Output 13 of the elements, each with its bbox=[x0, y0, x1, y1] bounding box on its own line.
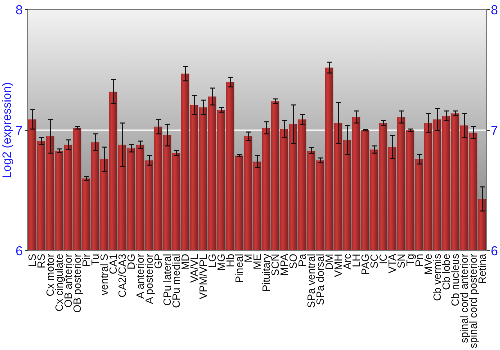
y-axis-title: Log2 (expression) bbox=[0, 82, 14, 179]
y-tick-label: 8 bbox=[16, 2, 23, 18]
x-tick-label: RS bbox=[36, 254, 48, 269]
y2-tick-label: 8 bbox=[491, 2, 498, 18]
x-tick-label: DG bbox=[126, 254, 138, 270]
x-tick-label: OB posterior bbox=[72, 254, 84, 313]
x-tick-label: A posterior bbox=[144, 254, 156, 304]
y2-tick-label: 7 bbox=[491, 123, 498, 138]
x-tick-label: MVe bbox=[423, 254, 436, 276]
y2-tick-label: 6 bbox=[491, 244, 498, 259]
y-tick-label: 7 bbox=[16, 123, 23, 138]
x-tick-label: Tg bbox=[405, 254, 418, 266]
y-tick-label: 6 bbox=[16, 244, 23, 259]
